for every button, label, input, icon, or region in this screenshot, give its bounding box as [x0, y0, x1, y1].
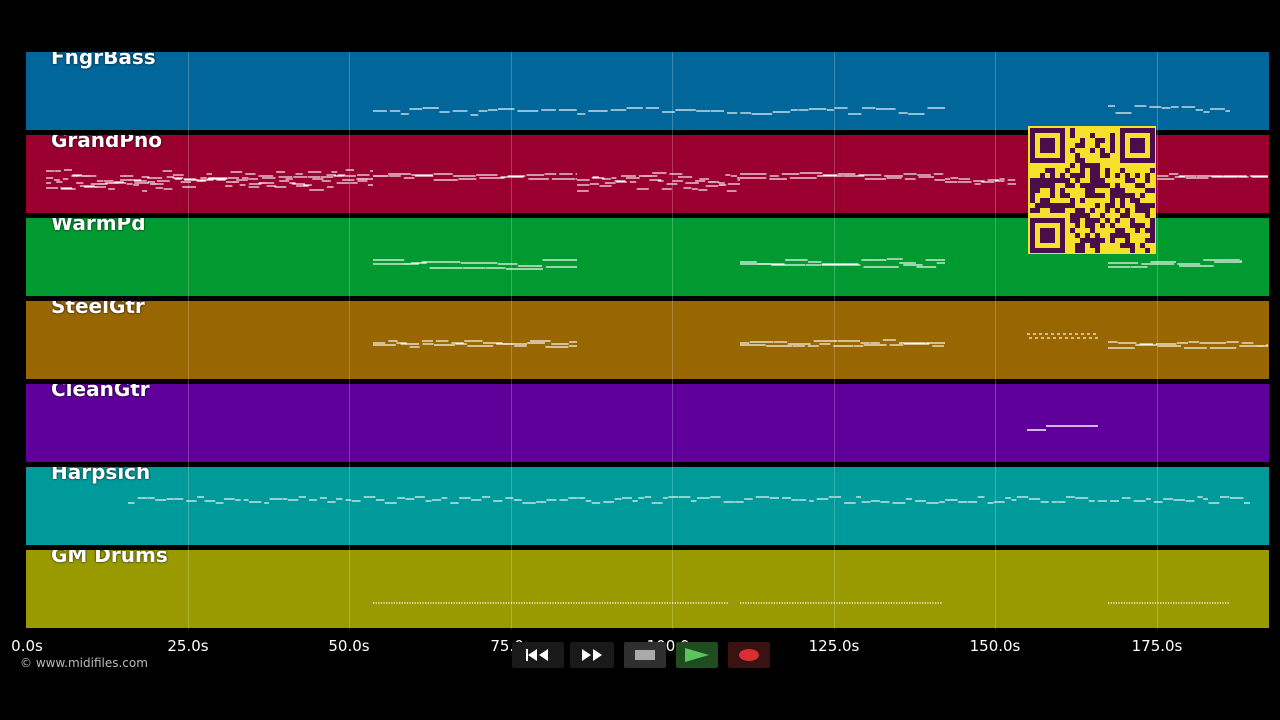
gridline [349, 52, 350, 629]
stop-button[interactable] [624, 642, 666, 668]
time-tick-label: 125.0s [808, 637, 860, 655]
track-harpsich: Harpsich [26, 467, 1269, 545]
gridline [188, 52, 189, 629]
stop-icon [635, 650, 655, 660]
time-tick-label: 150.0s [969, 637, 1021, 655]
track-label: SteelGtr [51, 301, 145, 318]
track-fngrbass: FngrBass [26, 52, 1269, 130]
track-label: WarmPd [51, 218, 146, 235]
track-label: Harpsich [51, 467, 151, 484]
track-cleangtr: CleanGtr [26, 384, 1269, 462]
gridline [834, 52, 835, 629]
time-tick-label: 50.0s [328, 637, 370, 655]
time-tick-label: 0.0s [11, 637, 43, 655]
record-button[interactable] [728, 642, 770, 668]
track-label: GM Drums [51, 550, 168, 567]
fast-forward-button[interactable] [570, 642, 614, 668]
track-steelgtr: SteelGtr [26, 301, 1269, 379]
rewind-button[interactable] [512, 642, 564, 668]
play-button[interactable] [676, 642, 718, 668]
time-tick-label: 175.0s [1131, 637, 1183, 655]
gridline [1157, 52, 1158, 629]
track-gm-drums: GM Drums [26, 550, 1269, 628]
track-label: GrandPno [51, 135, 162, 152]
play-icon [685, 648, 709, 662]
record-icon [739, 649, 759, 661]
track-label: FngrBass [51, 52, 156, 69]
track-label: CleanGtr [51, 384, 150, 401]
rewind-icon [526, 649, 548, 661]
gridline [511, 52, 512, 629]
fast-forward-icon [582, 649, 602, 661]
copyright-text: © www.midifiles.com [20, 656, 148, 670]
qr-code-icon [1028, 126, 1156, 254]
gridline [995, 52, 996, 629]
gridline [672, 52, 673, 629]
time-tick-label: 25.0s [167, 637, 209, 655]
